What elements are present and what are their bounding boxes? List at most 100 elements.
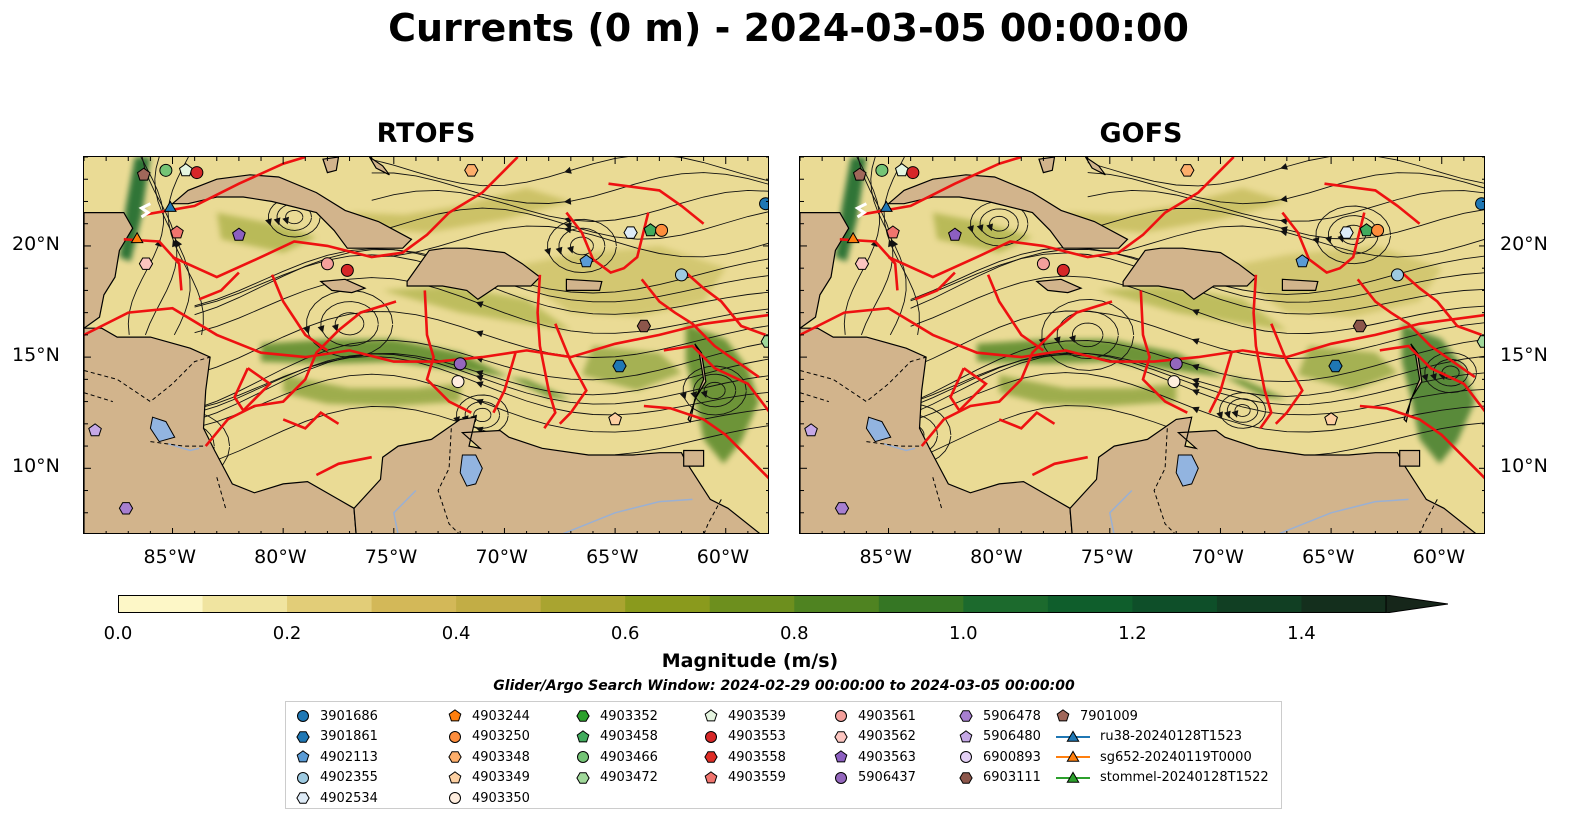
legend-label: 6900893 xyxy=(983,749,1041,765)
rtofs-marker-4903350[interactable] xyxy=(451,375,465,389)
legend-marker-hexagon-icon xyxy=(576,710,590,722)
colorbar-segment xyxy=(287,595,373,613)
gofs-marker-4903562[interactable] xyxy=(854,257,870,270)
colorbar-segment xyxy=(878,595,964,613)
legend-label: sg652-20240119T0000 xyxy=(1100,749,1252,765)
rtofs-marker-4903563[interactable] xyxy=(232,227,246,241)
gofs-marker-5906478[interactable] xyxy=(834,502,850,515)
gofs-land-trinidad xyxy=(1399,449,1421,467)
gofs-streamline-arrow xyxy=(1279,217,1288,225)
rtofs-marker-4903348[interactable] xyxy=(464,164,479,177)
rtofs-marker-4903561[interactable] xyxy=(320,257,334,271)
gofs-marker-4903472[interactable] xyxy=(1476,335,1485,348)
colorbar-segment xyxy=(202,595,288,613)
gofs-streamline xyxy=(1234,404,1251,417)
panel-title-rtofs: RTOFS xyxy=(376,118,476,149)
rtofs-streamline xyxy=(194,339,768,410)
gofs-marker-5906437[interactable] xyxy=(1169,357,1183,371)
rtofs-land-bahamas-a xyxy=(322,157,340,174)
rtofs-marker-ru38-20240128T1523[interactable] xyxy=(163,200,177,212)
rtofs-marker-3901861[interactable] xyxy=(612,359,627,373)
legend-marker-hexagon-icon xyxy=(576,772,590,784)
rtofs-marker-4903559[interactable] xyxy=(170,225,184,239)
legend-entry: 4903553 xyxy=(704,727,786,748)
rtofs-marker-4902355[interactable] xyxy=(674,268,688,282)
rtofs-marker-4902534[interactable] xyxy=(623,226,638,239)
rtofs-marker-5906437[interactable] xyxy=(453,357,467,371)
gofs-streamline xyxy=(1432,358,1469,387)
rtofs-marker-4903472[interactable] xyxy=(760,335,769,348)
gofs-marker-4903466[interactable] xyxy=(875,163,889,177)
gofs-marker-5906480[interactable] xyxy=(804,423,818,437)
rtofs-land-windward xyxy=(687,343,707,423)
rtofs-river xyxy=(392,489,417,533)
gofs-speed-band xyxy=(1065,188,1287,233)
gofs-marker-ru38-20240128T1523[interactable] xyxy=(879,200,893,212)
gofs-marker-4903349[interactable] xyxy=(1324,412,1338,426)
gofs-marker-4903553[interactable] xyxy=(906,166,920,180)
rtofs-marker-4902113[interactable] xyxy=(579,254,594,268)
rtofs-marker-sg652-20240119T0000[interactable] xyxy=(130,231,144,244)
gofs-marker-4903250[interactable] xyxy=(1371,223,1385,237)
rtofs-marker-4903539[interactable] xyxy=(178,163,193,177)
rtofs-marker-4903250[interactable] xyxy=(655,223,669,237)
rtofs-river xyxy=(562,498,693,533)
colorbar-segment xyxy=(118,595,204,613)
legend-marker-pentagon-icon xyxy=(296,750,310,763)
rtofs-marker-4903562[interactable] xyxy=(138,257,154,270)
gofs-marker-4903553[interactable] xyxy=(1056,263,1070,277)
gofs-marker-7901009[interactable] xyxy=(852,167,867,181)
gofs-streamline-arrow xyxy=(1224,410,1231,419)
gofs-marker-3901686[interactable] xyxy=(1475,197,1485,211)
gofs-marker-sg652-20240119T0000[interactable] xyxy=(846,231,860,244)
gofs-speed-band xyxy=(1297,346,1398,391)
rtofs-eez-line xyxy=(663,344,768,413)
gofs-float-markers xyxy=(804,163,1485,515)
gofs-marker-4902355[interactable] xyxy=(1390,268,1404,282)
rtofs-marker-4903349[interactable] xyxy=(608,412,622,426)
gofs-streamline xyxy=(910,352,1484,408)
gofs-marker-4903559[interactable] xyxy=(886,225,900,239)
gofs-eez-line xyxy=(1208,352,1233,414)
rtofs-marker-4903466[interactable] xyxy=(159,163,173,177)
rtofs-marker-5906478[interactable] xyxy=(118,502,134,515)
gofs-river xyxy=(1108,489,1133,533)
gofs-streamline-arrow xyxy=(986,223,993,232)
gofs-marker-4902534[interactable] xyxy=(1339,226,1354,239)
legend-entry: 4902534 xyxy=(296,788,378,809)
rtofs-streamline-arrow xyxy=(563,197,572,205)
rtofs-marker-6903111[interactable] xyxy=(636,319,652,333)
rtofs-streamline-arrow xyxy=(317,325,325,333)
rtofs-speed-band xyxy=(261,339,571,400)
rtofs-marker-3901686[interactable] xyxy=(759,197,769,211)
gofs-land-puerto-rico xyxy=(1281,278,1319,291)
rtofs-marker-4903553[interactable] xyxy=(340,263,354,277)
rtofs-speed-band xyxy=(216,212,317,253)
legend-label: 4903539 xyxy=(728,708,786,724)
gofs-eez-line xyxy=(1281,211,1366,275)
gofs-glider-track xyxy=(854,202,868,219)
gofs-marker-6903111[interactable] xyxy=(1352,319,1368,333)
legend-entry: 5906478 xyxy=(959,706,1041,727)
rtofs-lat-tick-label: 20°N xyxy=(12,232,60,255)
gofs-land-bahamas-b xyxy=(1084,157,1106,176)
gofs-nicaragua-lake xyxy=(865,416,892,443)
gofs-marker-4903348[interactable] xyxy=(1180,164,1195,177)
legend-entry: 4903539 xyxy=(704,706,786,727)
gofs-marker-4903563[interactable] xyxy=(948,227,962,241)
rtofs-eez-line xyxy=(282,411,340,430)
rtofs-streamline xyxy=(547,218,617,274)
gofs-marker-4903350[interactable] xyxy=(1167,375,1181,389)
rtofs-marker-4903553[interactable] xyxy=(190,166,204,180)
legend-marker-hexagon-icon xyxy=(448,751,462,763)
legend-marker-hexagon-icon xyxy=(959,710,973,722)
gofs-marker-4903539[interactable] xyxy=(894,163,909,177)
rtofs-land-trinidad xyxy=(683,449,705,467)
gofs-marker-3901861[interactable] xyxy=(1328,359,1343,373)
gofs-eez-line xyxy=(859,157,1022,217)
gofs-river xyxy=(1278,498,1409,533)
rtofs-marker-7901009[interactable] xyxy=(136,167,151,181)
gofs-marker-4902113[interactable] xyxy=(1295,254,1310,268)
rtofs-marker-5906480[interactable] xyxy=(88,423,102,437)
gofs-marker-4903561[interactable] xyxy=(1036,257,1050,271)
